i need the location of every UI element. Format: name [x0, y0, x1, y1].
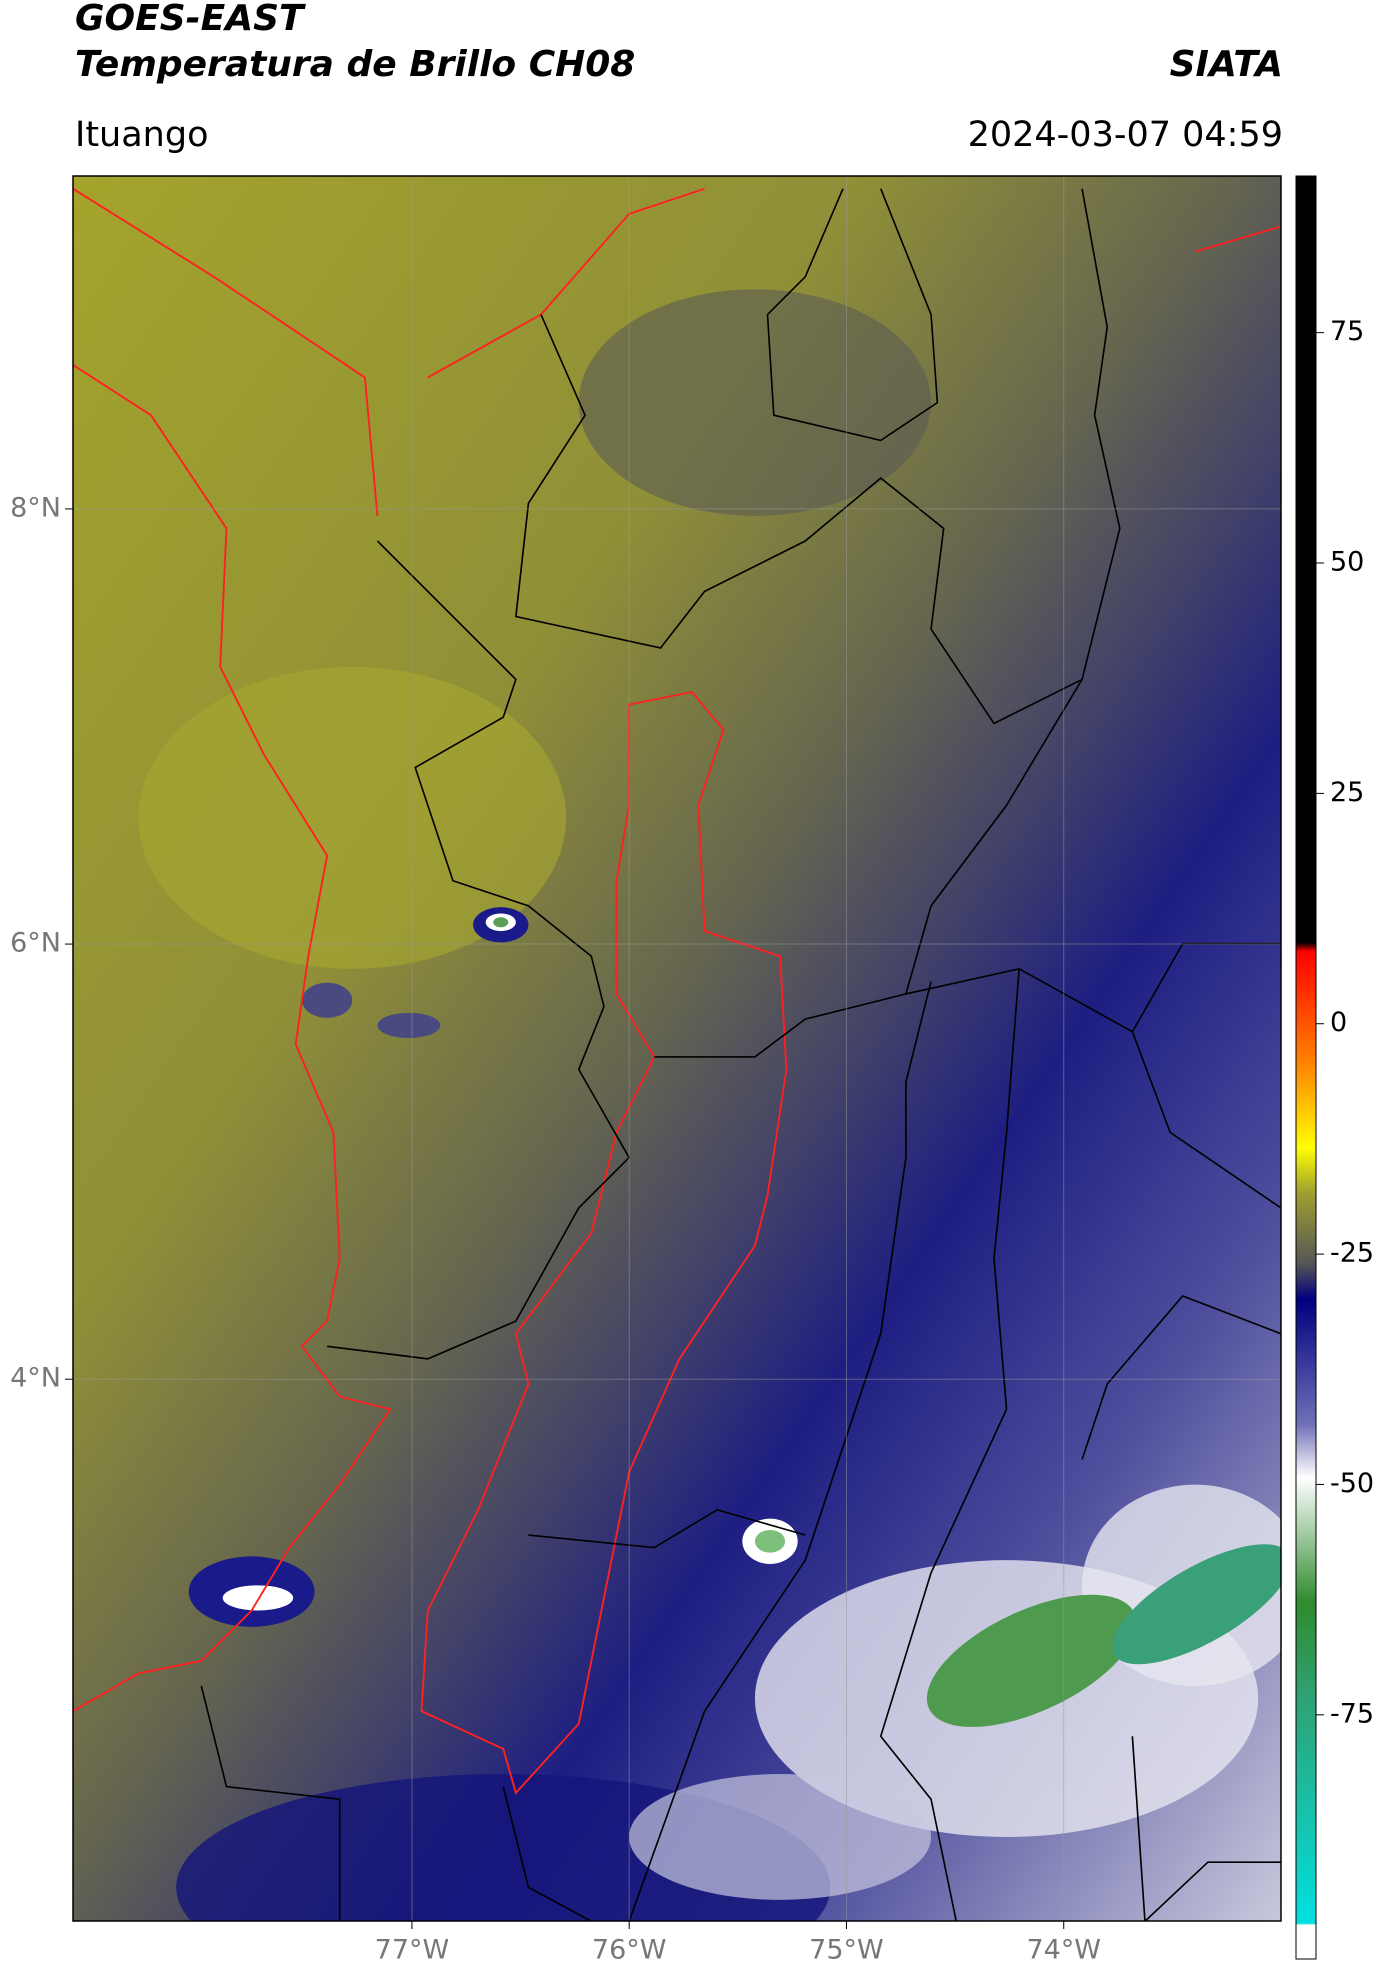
- title: GOES-EAST: [75, 0, 306, 39]
- y-tick-label: 4°N: [10, 1363, 61, 1394]
- x-tick-label: 77°W: [375, 1935, 450, 1966]
- colorbar-label: 25: [1330, 777, 1364, 808]
- subtitle: Temperatura de Brillo CH08: [75, 44, 635, 85]
- x-tick-label: 76°W: [592, 1935, 667, 1966]
- source: SIATA: [1170, 44, 1283, 85]
- y-tick-label: 6°N: [10, 928, 61, 959]
- colorbar-label: -50: [1330, 1468, 1374, 1499]
- y-tick-label: 8°N: [10, 492, 61, 523]
- timestamp: 2024-03-07 04:59: [968, 115, 1283, 155]
- colorbar-label: 0: [1330, 1007, 1347, 1038]
- satellite-image: [73, 176, 1281, 1921]
- colorbar: [1295, 175, 1317, 1960]
- map-frame: [72, 175, 1282, 1922]
- colorbar-label: -25: [1330, 1238, 1374, 1269]
- colorbar-label: 75: [1330, 316, 1364, 347]
- x-tick-label: 75°W: [809, 1935, 884, 1966]
- colorbar-label: -75: [1330, 1698, 1374, 1729]
- location: Ituango: [75, 115, 209, 155]
- colorbar-label: 50: [1330, 547, 1364, 578]
- x-tick-label: 74°W: [1026, 1935, 1101, 1966]
- grid: [73, 176, 1281, 1921]
